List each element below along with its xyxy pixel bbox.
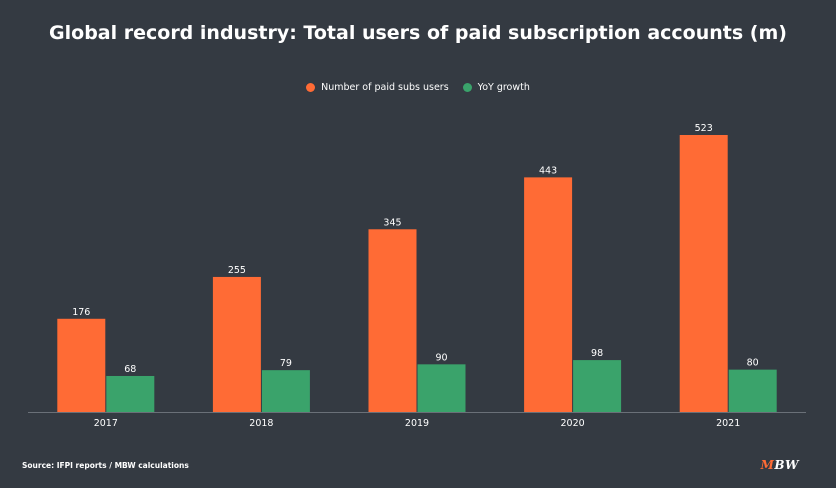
x-tick-label-2021: 2021 xyxy=(716,418,740,429)
x-tick-label-2017: 2017 xyxy=(94,418,118,429)
legend-item-paid-subs[interactable]: Number of paid subs users xyxy=(306,82,449,93)
data-label-paid-subs-2020: 443 xyxy=(539,165,557,176)
bar-yoy-growth-2020 xyxy=(573,360,622,412)
x-tick-label-2018: 2018 xyxy=(249,418,273,429)
bar-paid-subs-2020 xyxy=(524,177,573,412)
legend-label-yoy-growth: YoY growth xyxy=(477,82,530,93)
x-tick-label-2020: 2020 xyxy=(561,418,585,429)
bar-paid-subs-2017 xyxy=(57,318,106,412)
bar-paid-subs-2018 xyxy=(212,276,261,412)
bar-yoy-growth-2019 xyxy=(417,364,466,412)
mbw-logo: MBW xyxy=(760,458,799,472)
x-tick-label-2019: 2019 xyxy=(405,418,429,429)
data-label-yoy-growth-2020: 98 xyxy=(591,348,603,359)
legend: Number of paid subs users YoY growth xyxy=(0,82,836,93)
data-label-yoy-growth-2017: 68 xyxy=(124,364,136,375)
data-label-yoy-growth-2021: 80 xyxy=(747,358,759,369)
data-label-yoy-growth-2019: 90 xyxy=(435,352,447,363)
source-note: Source: IFPI reports / MBW calculations xyxy=(22,461,189,470)
data-label-paid-subs-2019: 345 xyxy=(383,217,401,228)
data-label-paid-subs-2018: 255 xyxy=(228,265,246,276)
bar-paid-subs-2019 xyxy=(368,229,417,412)
bar-yoy-growth-2018 xyxy=(261,370,310,412)
chart-title: Global record industry: Total users of p… xyxy=(49,22,787,44)
bar-paid-subs-2021 xyxy=(679,135,728,412)
legend-swatch-yoy-growth xyxy=(462,83,472,92)
legend-swatch-paid-subs xyxy=(306,83,316,92)
data-label-paid-subs-2021: 523 xyxy=(695,123,713,134)
legend-label-paid-subs: Number of paid subs users xyxy=(321,82,449,93)
bar-yoy-growth-2017 xyxy=(106,375,155,412)
data-label-yoy-growth-2018: 79 xyxy=(280,358,292,369)
data-label-paid-subs-2017: 176 xyxy=(72,307,90,318)
bar-yoy-growth-2021 xyxy=(728,369,777,412)
legend-item-yoy-growth[interactable]: YoY growth xyxy=(462,82,530,93)
